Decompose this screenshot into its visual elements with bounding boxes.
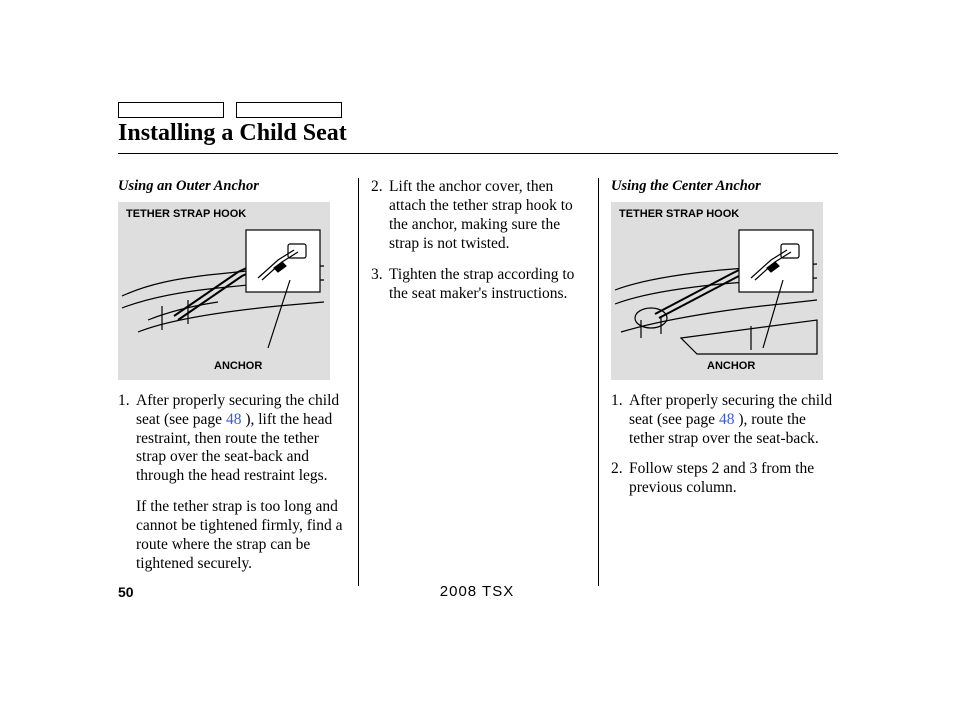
middle-step-3: 3. Tighten the strap according to the se… xyxy=(371,266,586,304)
step-text: After properly securing the child seat (… xyxy=(136,392,346,487)
anchor-label: ANCHOR xyxy=(707,360,755,373)
step-number: 2. xyxy=(371,178,389,254)
content-columns: Using an Outer Anchor TETHER STRAP HOOK xyxy=(118,178,848,586)
header-boxes xyxy=(118,102,342,118)
page-ref-link[interactable]: 48 xyxy=(226,411,242,428)
column-outer-anchor: Using an Outer Anchor TETHER STRAP HOOK xyxy=(118,178,358,586)
outer-step-1-note: If the tether strap is too long and cann… xyxy=(136,498,346,574)
page-number: 50 xyxy=(118,584,134,600)
anchor-label: ANCHOR xyxy=(214,360,262,373)
center-anchor-illustration xyxy=(611,220,823,364)
header-box-2 xyxy=(236,102,342,118)
outer-anchor-steps: 1. After properly securing the child sea… xyxy=(118,392,346,574)
header-box-1 xyxy=(118,102,224,118)
page-ref-link[interactable]: 48 xyxy=(719,411,735,428)
vehicle-model: 2008 TSX xyxy=(440,583,514,600)
center-step-2: 2. Follow steps 2 and 3 from the previou… xyxy=(611,460,838,498)
middle-step-2: 2. Lift the anchor cover, then attach th… xyxy=(371,178,586,254)
step-text: Tighten the strap according to the seat … xyxy=(389,266,586,304)
center-anchor-subhead: Using the Center Anchor xyxy=(611,178,838,196)
manual-page: Installing a Child Seat Using an Outer A… xyxy=(0,0,954,710)
center-anchor-steps: 1. After properly securing the child sea… xyxy=(611,392,838,499)
outer-anchor-figure: TETHER STRAP HOOK xyxy=(118,202,330,380)
step-number: 1. xyxy=(118,392,136,487)
step-number: 2. xyxy=(611,460,629,498)
step-number: 3. xyxy=(371,266,389,304)
column-middle-steps: 2. Lift the anchor cover, then attach th… xyxy=(358,178,598,586)
center-anchor-figure: TETHER STRAP HOOK xyxy=(611,202,823,380)
column-center-anchor: Using the Center Anchor TETHER STRAP HOO… xyxy=(598,178,838,586)
page-title: Installing a Child Seat xyxy=(118,120,838,154)
outer-step-1: 1. After properly securing the child sea… xyxy=(118,392,346,487)
step-text: Follow steps 2 and 3 from the previous c… xyxy=(629,460,838,498)
outer-anchor-illustration xyxy=(118,220,330,364)
step-text: Lift the anchor cover, then attach the t… xyxy=(389,178,586,254)
step-number: 1. xyxy=(611,392,629,449)
center-step-1: 1. After properly securing the child sea… xyxy=(611,392,838,449)
outer-anchor-subhead: Using an Outer Anchor xyxy=(118,178,346,196)
step-text: After properly securing the child seat (… xyxy=(629,392,838,449)
